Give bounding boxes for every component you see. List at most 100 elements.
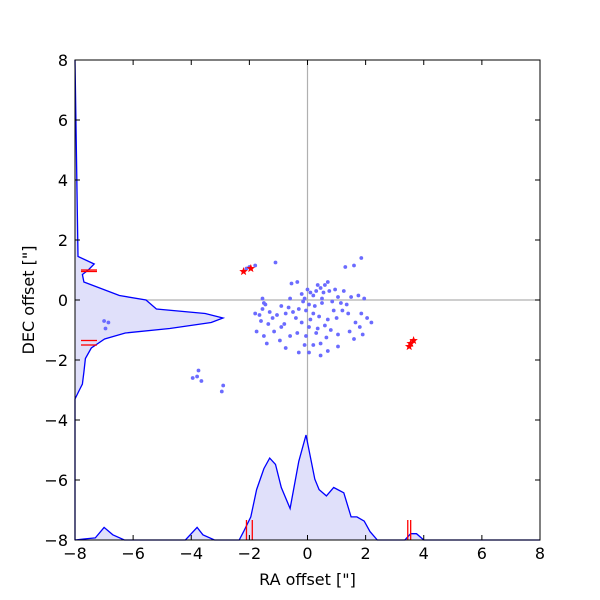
data-point (283, 311, 288, 316)
data-point (349, 295, 353, 299)
data-point (307, 302, 311, 307)
data-point (257, 313, 262, 317)
data-point (253, 311, 258, 316)
data-point (334, 316, 339, 320)
data-point (344, 302, 349, 307)
data-point (304, 308, 308, 313)
data-point (331, 308, 336, 313)
data-point (315, 326, 320, 331)
x-tick-label: 6 (477, 544, 487, 563)
data-point (288, 334, 292, 338)
data-point (278, 338, 282, 343)
data-point (359, 256, 364, 260)
data-point (106, 320, 111, 325)
data-point (340, 308, 345, 313)
y-tick-label: 6 (58, 111, 68, 130)
y-tick-label: −8 (44, 531, 68, 550)
data-point (302, 296, 307, 301)
data-point (311, 293, 316, 298)
data-point (196, 368, 201, 373)
data-point (272, 329, 276, 334)
data-point (259, 319, 263, 323)
data-point (299, 292, 304, 296)
data-point (339, 301, 343, 305)
star-marker (406, 339, 415, 348)
data-point (282, 322, 287, 326)
data-point (330, 299, 335, 304)
data-point (360, 332, 365, 337)
data-point (301, 299, 305, 304)
y-tick-label: 4 (58, 171, 68, 190)
data-point (352, 337, 356, 341)
x-tick-label: −2 (238, 544, 262, 563)
data-point (325, 280, 330, 284)
data-point (318, 341, 323, 346)
data-point (333, 287, 337, 292)
x-axis-label: RA offset ["] (259, 570, 356, 589)
data-point (299, 320, 304, 325)
star-marker (246, 264, 256, 273)
data-point (289, 281, 294, 286)
data-point (320, 296, 324, 301)
y-tick-label: 2 (58, 231, 68, 250)
plot-frame (74, 59, 541, 541)
data-point (260, 307, 265, 311)
data-point (267, 310, 272, 314)
data-point (353, 320, 358, 325)
data-point (336, 332, 340, 337)
data-point (190, 376, 195, 380)
data-point (262, 301, 266, 305)
data-point (321, 290, 326, 295)
data-point (314, 331, 319, 335)
data-point (307, 325, 311, 329)
data-point (294, 316, 298, 320)
kde-x-fill (75, 435, 540, 540)
data-point (291, 310, 295, 314)
y-tick-label: −2 (44, 351, 68, 370)
data-point (286, 305, 291, 310)
star-marker (409, 336, 418, 345)
data-point (296, 307, 301, 311)
data-point (103, 326, 108, 331)
data-point (336, 295, 340, 299)
data-point (253, 263, 258, 268)
data-point (312, 304, 317, 308)
x-tick-label: −4 (179, 544, 203, 563)
y-tick-label: −6 (44, 471, 68, 490)
data-point (266, 322, 271, 326)
data-point (324, 335, 329, 340)
data-point (315, 283, 320, 287)
data-point (279, 304, 284, 308)
data-point (323, 323, 327, 328)
kde-y-line (74, 59, 226, 540)
data-point (221, 383, 226, 388)
x-tick-label: 2 (361, 544, 371, 563)
data-point (195, 374, 200, 379)
data-point (296, 350, 301, 355)
y-tick-label: −4 (44, 411, 68, 430)
x-tick-label: 4 (419, 544, 429, 563)
data-point (365, 316, 369, 320)
data-point (102, 319, 106, 323)
data-point (323, 283, 327, 287)
data-point (352, 263, 356, 268)
data-point (347, 329, 352, 334)
data-point (305, 287, 310, 292)
data-point (356, 293, 361, 298)
data-point (327, 289, 332, 293)
x-tick-label: −6 (121, 544, 145, 563)
tick-labels: −8 −6 −4 −2 0 2 4 6 8 −8 −6 −4 −2 0 2 4 6 8 (44, 51, 545, 563)
data-point (359, 311, 364, 316)
data-point (219, 389, 224, 394)
x-tick-label: 0 (302, 544, 312, 563)
y-tick-label: 0 (58, 291, 68, 310)
data-point (264, 341, 269, 346)
data-point (307, 350, 311, 355)
y-tick-label: 8 (58, 51, 68, 70)
data-point (343, 265, 348, 269)
data-point (341, 289, 346, 293)
data-point (262, 334, 266, 338)
data-point (328, 328, 333, 332)
data-point (336, 344, 340, 349)
data-point (279, 325, 284, 329)
